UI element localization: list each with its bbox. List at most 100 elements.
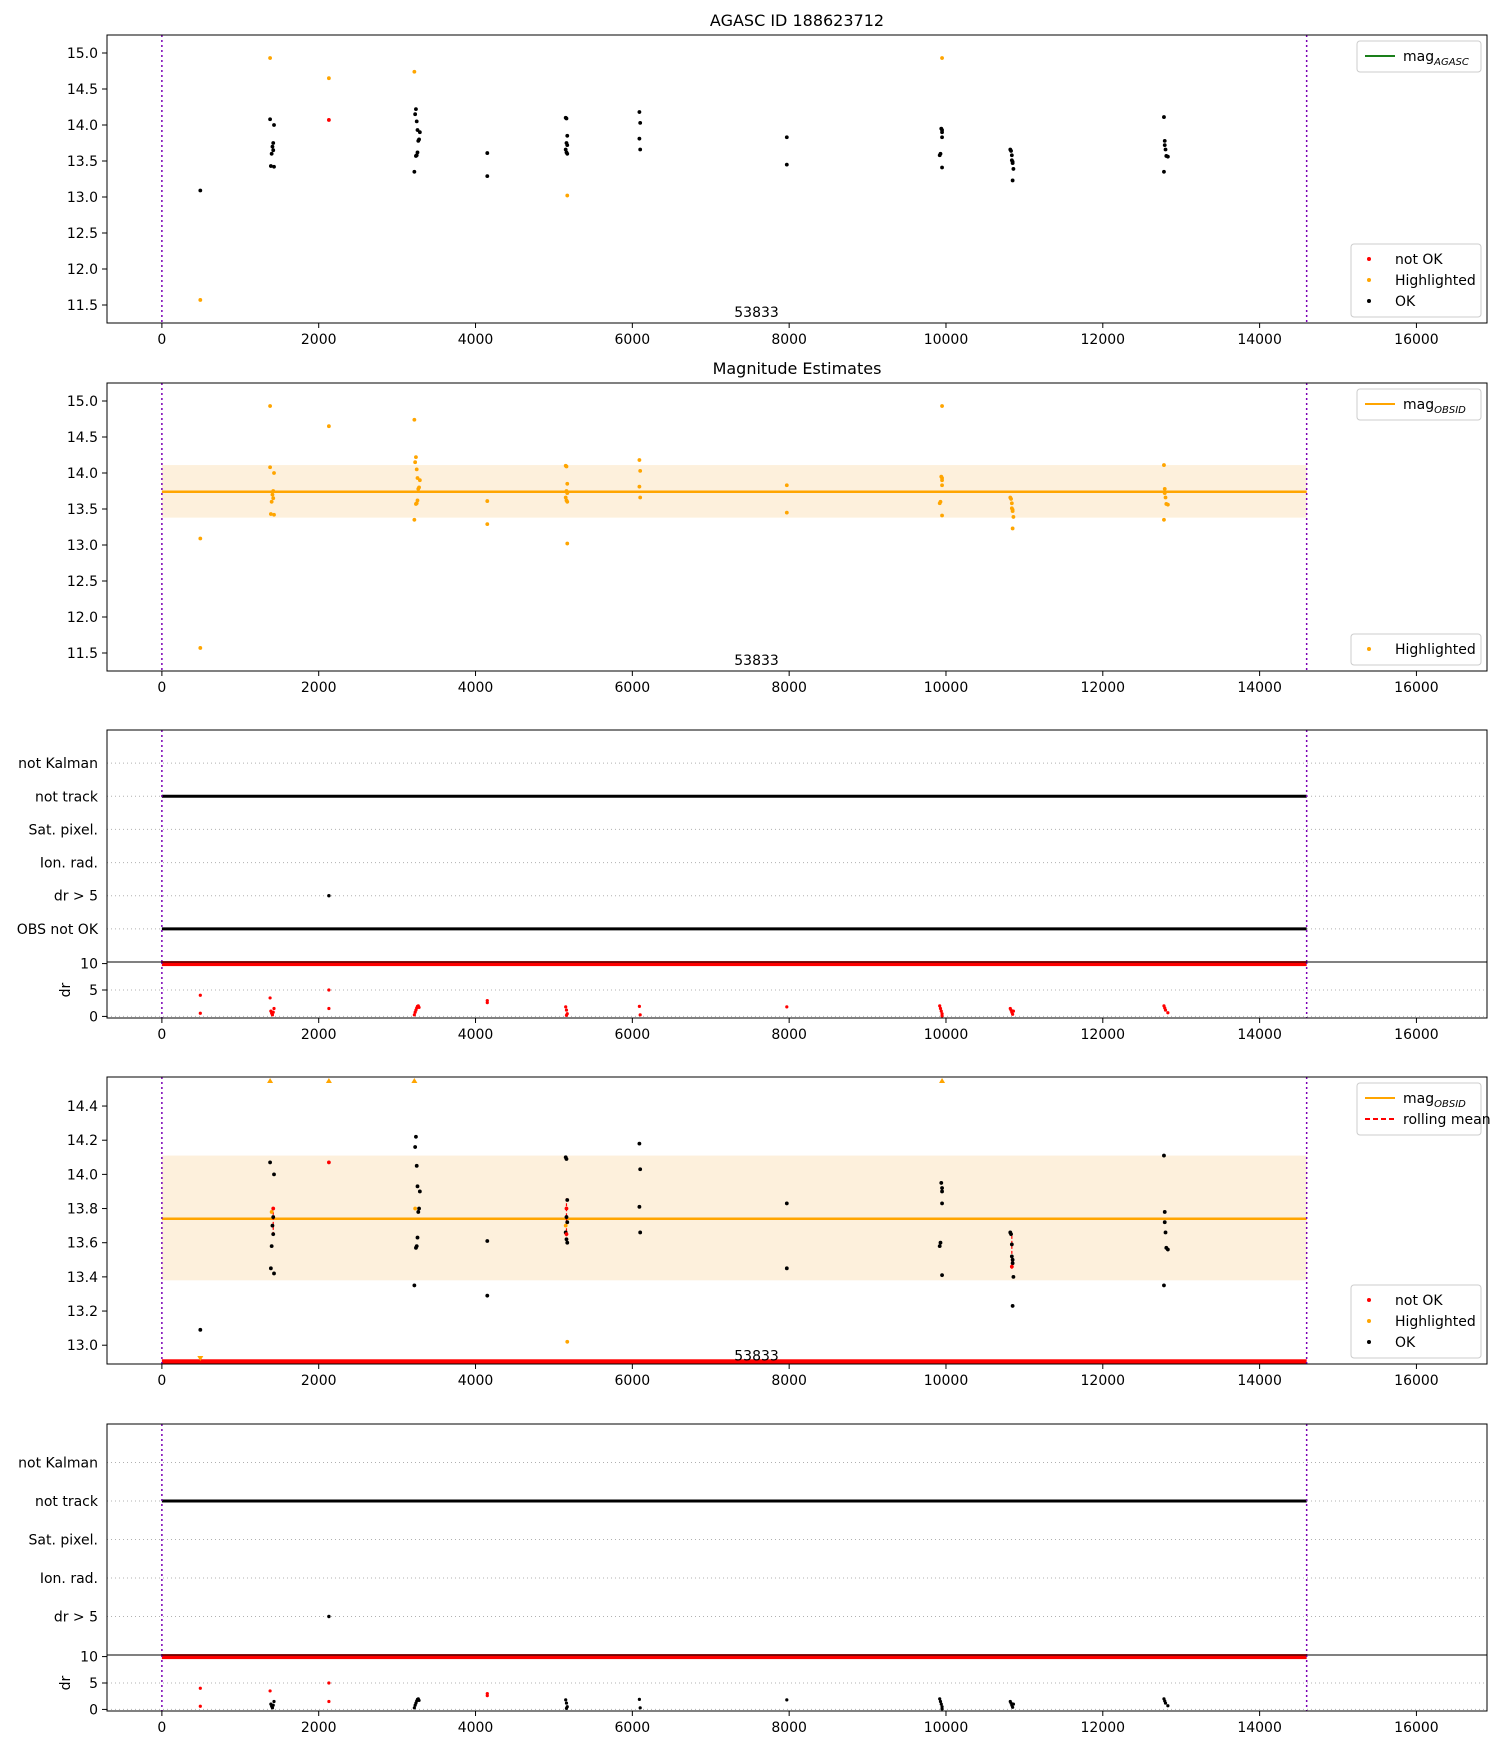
- row-label: not track: [35, 1494, 99, 1510]
- legend-label-text: mag: [1403, 397, 1434, 413]
- y-tick-label: 14.2: [67, 1133, 98, 1149]
- panel-p1: 53833 11.5 12.0 12.5 13.0 13.5 14.0 14.5 15.0 AGA…: [67, 11, 1488, 324]
- dr-point: [1011, 1009, 1016, 1013]
- dr-subpanel: 0 5 10 dr: [58, 957, 1488, 1025]
- y-tick-label: 14.0: [67, 118, 98, 134]
- data-point-ok: [637, 110, 642, 114]
- legend-label-subscript: OBSID: [1434, 1099, 1466, 1110]
- dr-point: [564, 1013, 569, 1017]
- x-tick-label: 2000: [301, 1373, 337, 1389]
- legend-marker-swatch: [1367, 278, 1371, 282]
- data-point-ok: [414, 154, 418, 158]
- data-point-not-ok: [271, 1206, 276, 1211]
- y-tick-label: 13.0: [67, 538, 98, 554]
- data-point-ok: [938, 151, 943, 156]
- y-tick-label: 13.4: [67, 1270, 98, 1286]
- dr-ylabel: dr: [58, 982, 74, 997]
- data-point-highlighted: [565, 1339, 570, 1344]
- data-point-ok: [271, 141, 276, 145]
- data-point-ok: [784, 135, 789, 140]
- data-point-ok: [1009, 1242, 1014, 1247]
- data-point-ok: [1162, 169, 1166, 174]
- not-ok-dense-band: [161, 1359, 1307, 1364]
- data-point-ok: [414, 1245, 418, 1250]
- flags-frame: [106, 729, 1488, 963]
- dr-point: [940, 1014, 944, 1018]
- dr-point: [938, 1699, 943, 1704]
- data-point-highlighted: [268, 465, 272, 470]
- x-tick-label: 8000: [771, 1027, 807, 1043]
- scatter-legend: not OK Highlighted OK: [1350, 1284, 1482, 1359]
- data-point-ok: [638, 1167, 643, 1172]
- y-tick-label: 13.2: [67, 1304, 98, 1320]
- dr-point: [327, 1006, 331, 1011]
- dr-subpanel: 0 5 10 dr: [58, 1650, 1488, 1718]
- dr-point: [198, 1686, 202, 1690]
- x-tick-label: 8000: [771, 1720, 807, 1736]
- dr-point: [1163, 1008, 1168, 1012]
- data-point-ok: [415, 1184, 420, 1189]
- data-point-ok: [939, 1181, 944, 1185]
- data-point-highlighted: [1009, 501, 1014, 506]
- legend-label: Highlighted: [1395, 1314, 1476, 1330]
- y-tick-label: 12.5: [67, 226, 98, 242]
- data-point-not-ok: [564, 1206, 569, 1211]
- row-label: dr > 5: [54, 889, 98, 905]
- data-point-ok: [565, 1220, 570, 1225]
- flag-point: [327, 894, 331, 898]
- x-tick-label: 12000: [1081, 1027, 1126, 1043]
- data-point-ok: [413, 112, 418, 117]
- flag-point: [327, 1614, 331, 1619]
- data-point-highlighted: [417, 478, 422, 483]
- data-point-ok: [1162, 1283, 1166, 1288]
- data-point-highlighted: [940, 404, 944, 408]
- data-point-ok: [485, 174, 490, 179]
- dr-point: [1011, 1705, 1015, 1709]
- data-point-highlighted: [271, 489, 276, 493]
- data-point-highlighted: [1162, 491, 1167, 496]
- legend-box: [1356, 1082, 1482, 1136]
- dr-point: [412, 1013, 416, 1017]
- legend-label-text: Highlighted: [1395, 273, 1476, 289]
- dr-point: [327, 1681, 331, 1685]
- dr-point: [198, 1011, 202, 1015]
- dr-point: [1166, 1704, 1170, 1708]
- legend-label: not OK: [1395, 1293, 1443, 1309]
- x-tick-label: 10000: [924, 1720, 969, 1736]
- data-point-highlighted: [412, 417, 417, 422]
- data-point-ok: [417, 130, 422, 135]
- line-legend: magAGASC: [1356, 40, 1482, 73]
- data-point-ok: [940, 130, 944, 135]
- panel-p5: not Kalman not track Sat. pixel. Ion. rad. d…: [18, 1423, 1488, 1656]
- clipped-above-marker: [267, 1078, 274, 1083]
- data-point-ok: [1162, 138, 1167, 143]
- data-point-highlighted: [1162, 517, 1166, 522]
- dr-point: [785, 1698, 789, 1702]
- data-point-ok: [1009, 149, 1013, 153]
- row-label: not Kalman: [18, 1456, 98, 1472]
- data-point-ok: [1165, 154, 1170, 159]
- data-point-highlighted: [563, 1223, 568, 1228]
- x-tick-label: 2000: [301, 1720, 337, 1736]
- y-tick-label: 12.0: [67, 610, 98, 626]
- x-tick-label: 0: [157, 1720, 166, 1736]
- data-point-ok: [1163, 147, 1168, 152]
- data-point-highlighted: [272, 471, 276, 475]
- dr-point: [485, 1694, 489, 1698]
- dr-point: [268, 996, 272, 1000]
- x-tick-label: 4000: [458, 332, 494, 348]
- legend-label: magAGASC: [1403, 49, 1469, 68]
- data-point-highlighted: [1010, 526, 1015, 531]
- dr-point: [1163, 1701, 1168, 1705]
- data-point-ok: [638, 1230, 643, 1235]
- data-point-highlighted: [940, 483, 944, 488]
- legend-label-text: not OK: [1395, 252, 1443, 268]
- dr-ylabel: dr: [58, 1675, 74, 1690]
- dr-point: [638, 1013, 642, 1017]
- data-point-highlighted: [268, 512, 273, 516]
- y-tick-label: 14.4: [67, 1099, 98, 1115]
- data-point-highlighted: [415, 498, 420, 503]
- data-point-highlighted: [270, 492, 275, 497]
- x-tick-label: 14000: [1237, 680, 1282, 696]
- x-tick-label: 8000: [771, 332, 807, 348]
